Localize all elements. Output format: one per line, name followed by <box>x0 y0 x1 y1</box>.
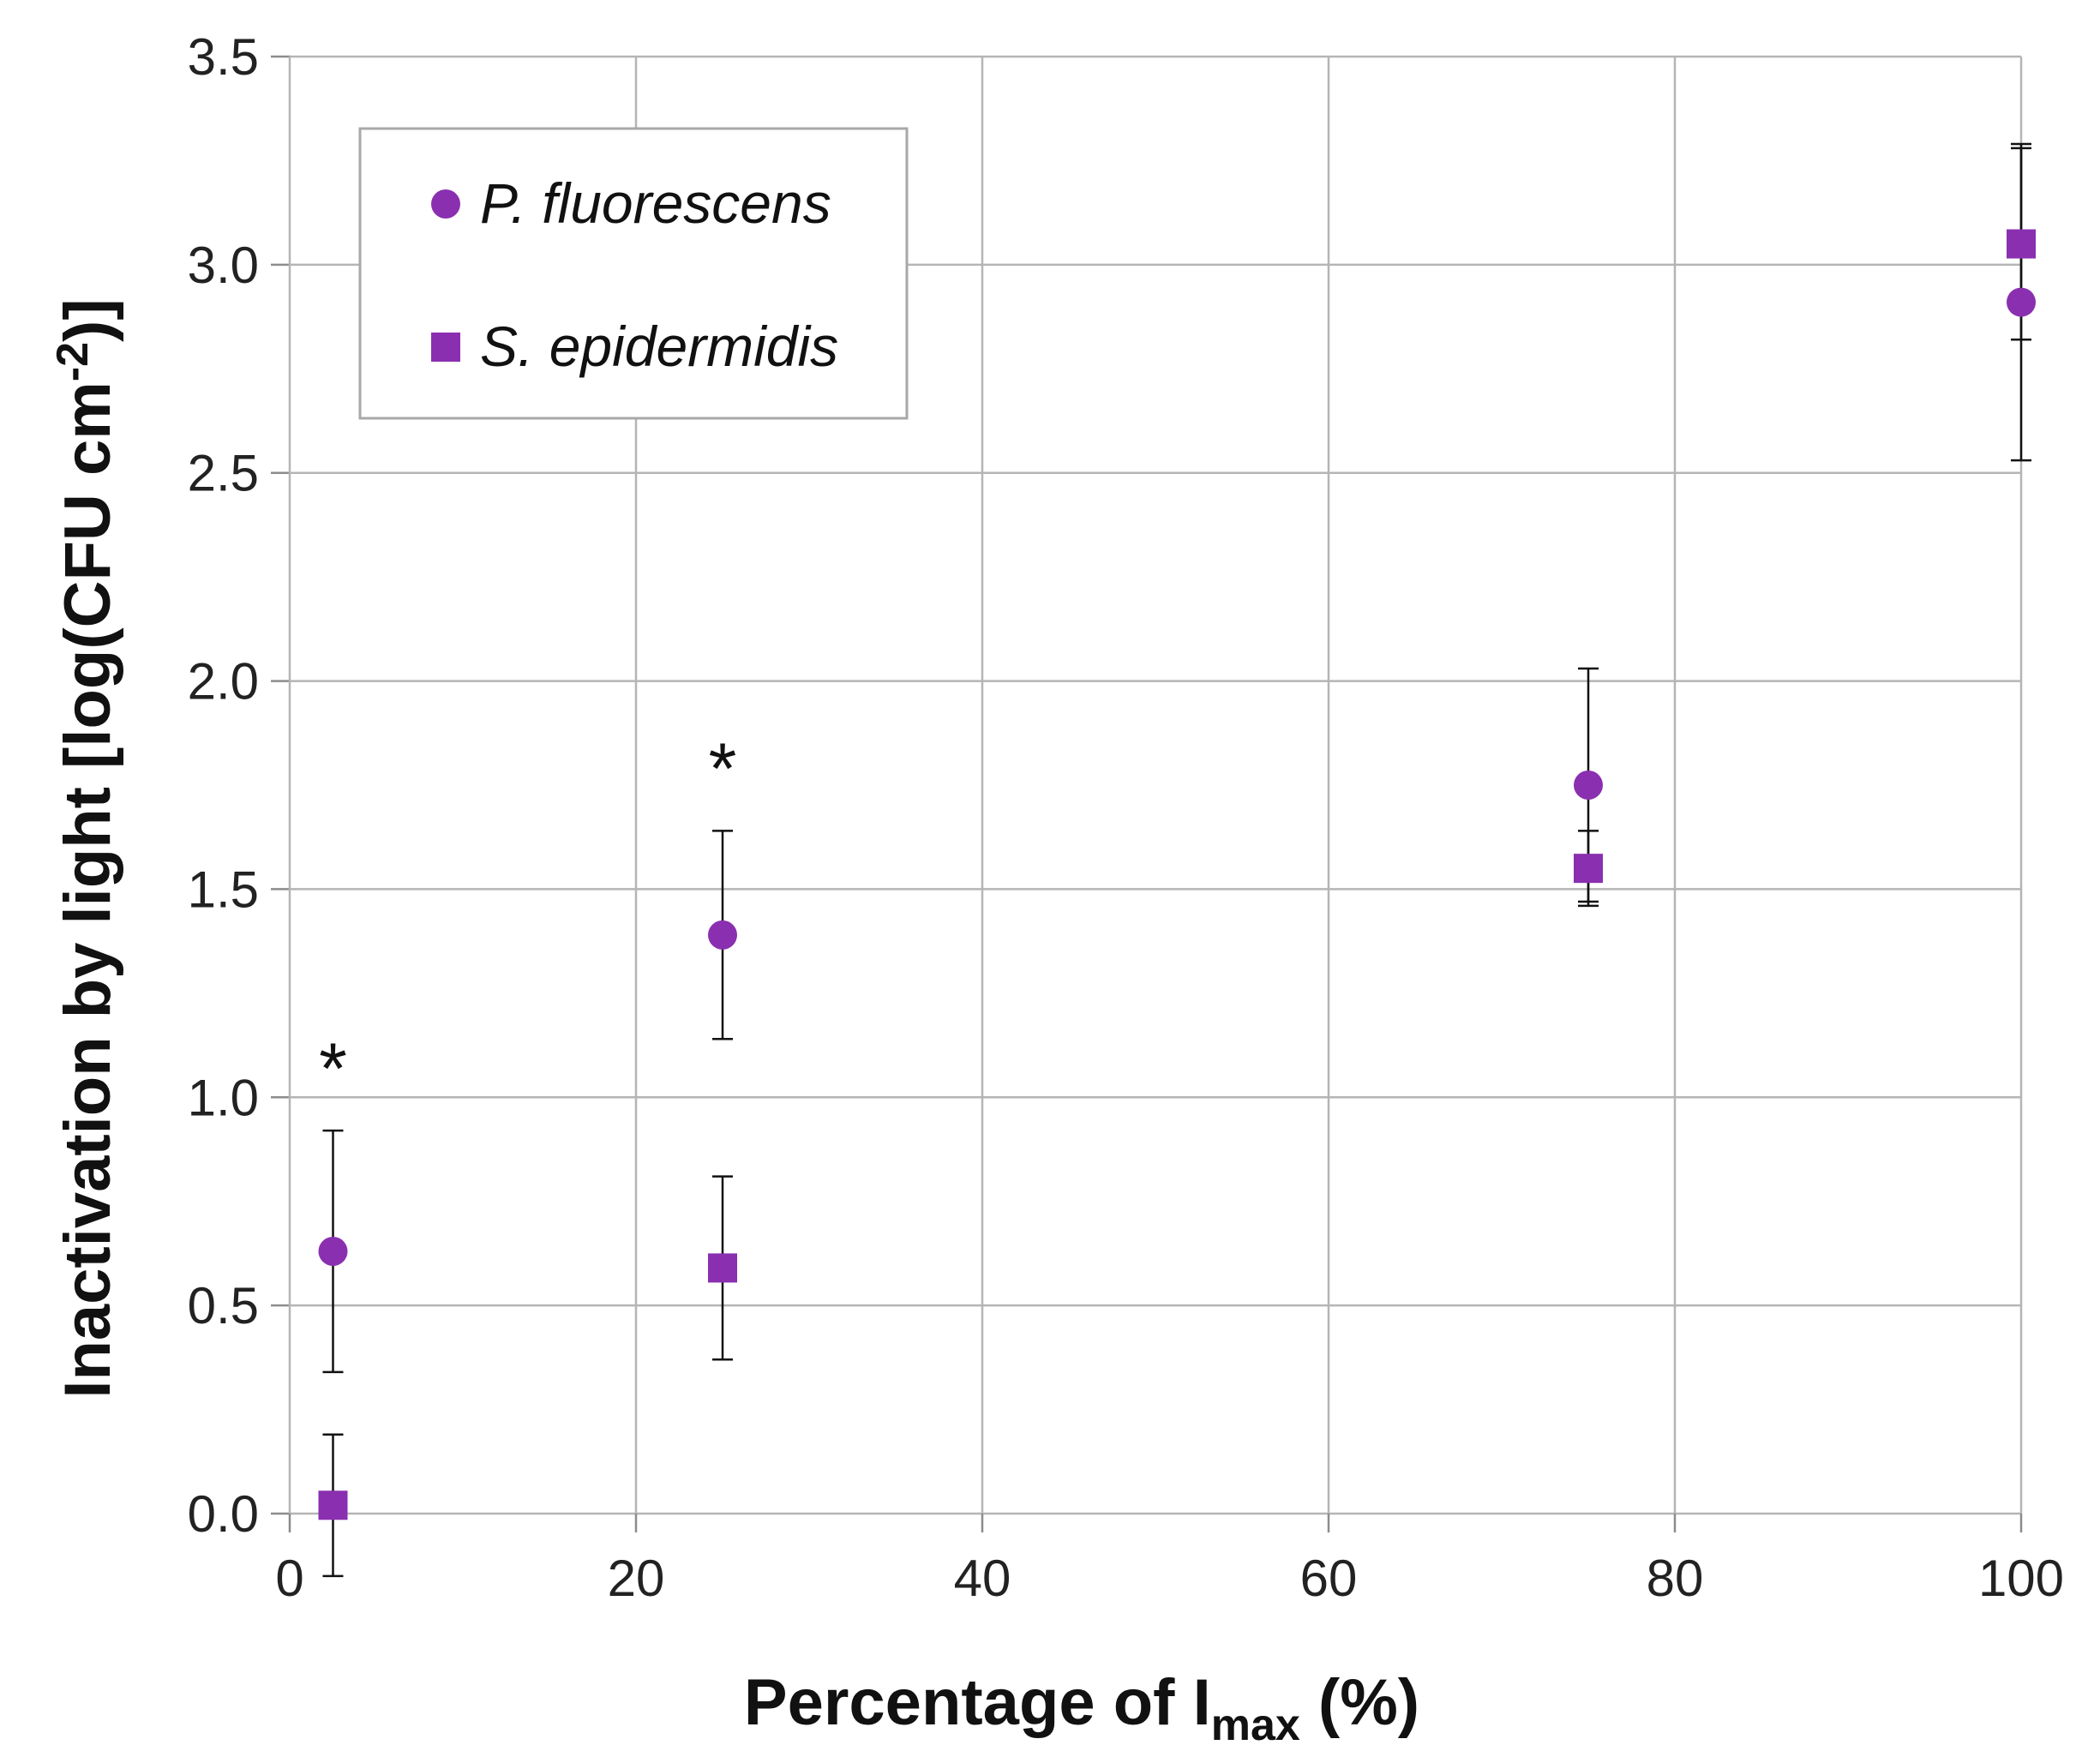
y-axis-title: Inactivation by light [log(CFU cm-2)] <box>48 298 124 1398</box>
point-p-fluorescens-3 <box>2007 287 2036 317</box>
annotations: ** <box>319 729 736 1109</box>
x-axis-title-subscript: max <box>1211 1700 1300 1750</box>
x-axis-title: Percentage of Imax (%) <box>744 1666 1419 1750</box>
y-tick-label-2: 1.0 <box>188 1069 259 1126</box>
legend: P. fluorescens S. epidermidis <box>358 127 909 420</box>
point-p-fluorescens-1 <box>708 920 737 950</box>
x-tick-label-3: 60 <box>1300 1550 1358 1607</box>
legend-marker-p-fluorescens <box>431 189 460 219</box>
legend-label-s-epidermidis: S. epidermidis <box>480 315 838 378</box>
y-tick-label-1: 0.5 <box>188 1277 259 1334</box>
x-axis-title-suffix: (%) <box>1300 1666 1419 1739</box>
y-axis-title-main: Inactivation by light [log(CFU cm <box>51 381 124 1398</box>
legend-label-p-fluorescens: P. fluorescens <box>480 171 831 235</box>
y-tick-label-6: 3.0 <box>188 237 259 294</box>
x-tick-label-1: 20 <box>608 1550 665 1607</box>
legend-marker-s-epidermidis <box>431 333 460 362</box>
y-axis-title-suffix: )] <box>51 298 124 342</box>
x-tick-label-0: 0 <box>275 1550 303 1607</box>
legend-box <box>358 127 909 420</box>
point-s-epidermidis-3 <box>2007 229 2036 259</box>
significance-marker-1: * <box>709 729 737 809</box>
y-tick-label-7: 3.5 <box>188 28 259 86</box>
x-axis-title-main: Percentage of I <box>744 1666 1211 1739</box>
x-tick-label-2: 40 <box>954 1550 1011 1607</box>
tick-labels: 0.0 0.5 1.0 1.5 2.0 2.5 3.0 3.5 0 20 40 60 80 100 <box>188 28 2064 1607</box>
point-s-epidermidis-2 <box>1574 854 1603 884</box>
point-p-fluorescens-2 <box>1574 771 1603 800</box>
point-s-epidermidis-1 <box>708 1253 737 1283</box>
x-tick-label-5: 100 <box>1978 1550 2064 1607</box>
x-tick-label-4: 80 <box>1647 1550 1704 1607</box>
point-s-epidermidis-0 <box>318 1490 348 1520</box>
y-tick-label-4: 2.0 <box>188 653 259 711</box>
y-tick-label-3: 1.5 <box>188 861 259 918</box>
y-axis-title-superscript: -2 <box>48 342 98 381</box>
point-p-fluorescens-0 <box>318 1237 348 1266</box>
y-tick-label-5: 2.5 <box>188 445 259 502</box>
significance-marker-0: * <box>319 1028 347 1108</box>
data-markers <box>318 229 2036 1520</box>
y-tick-label-0: 0.0 <box>188 1485 259 1543</box>
